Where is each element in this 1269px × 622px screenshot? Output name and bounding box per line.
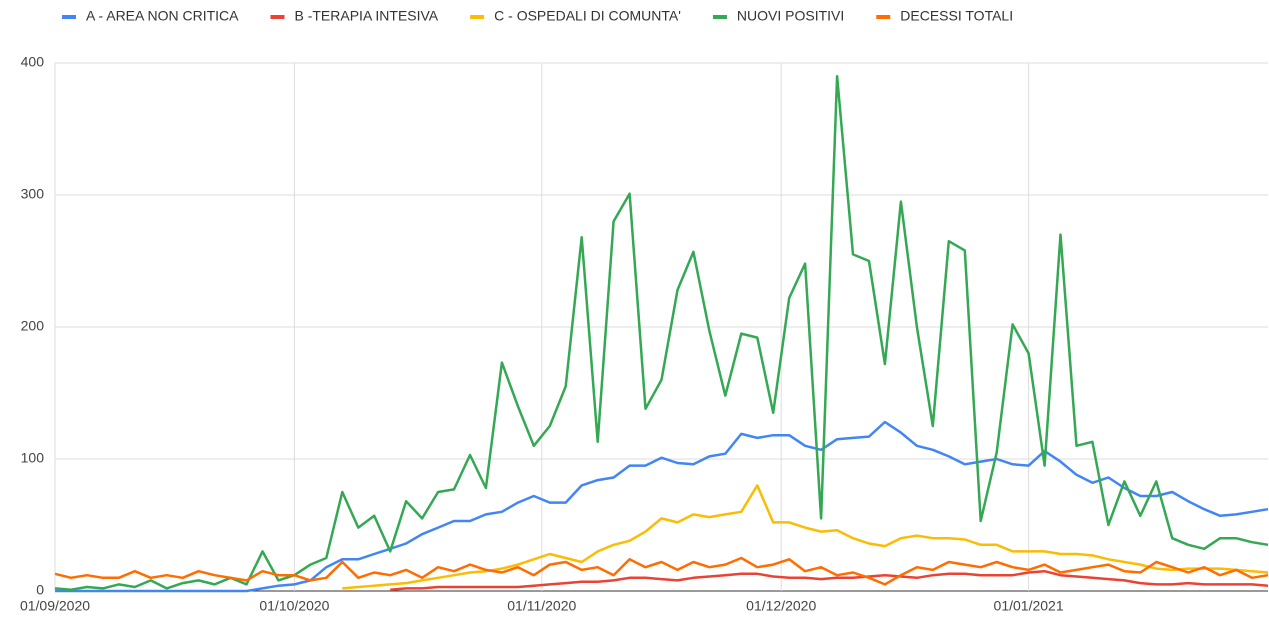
legend-label: DECESSI TOTALI — [900, 8, 1013, 24]
data-line — [390, 569, 1269, 591]
x-tick-label: 01/01/2021 — [994, 598, 1064, 614]
legend-label: A - AREA NON CRITICA — [86, 8, 239, 24]
legend-label: B -TERAPIA INTESIVA — [294, 8, 438, 24]
x-tick-label: 01/10/2020 — [259, 598, 329, 614]
legend: A - AREA NON CRITICA B -TERAPIA INTESIVA C… — [62, 8, 1013, 24]
y-tick-label: 300 — [21, 186, 45, 202]
data-line — [54, 74, 1269, 591]
data-line — [342, 484, 1269, 590]
y-tick-label: 400 — [21, 54, 45, 70]
legend-label: C - OSPEDALI DI COMUNTA' — [494, 8, 681, 24]
data-line — [54, 556, 1269, 586]
x-tick-label: 01/09/2020 — [20, 598, 90, 614]
x-tick-label: 01/11/2020 — [507, 598, 576, 614]
x-tick-label: 01/12/2020 — [746, 598, 816, 614]
data-line — [55, 420, 1269, 593]
y-tick-label: 200 — [21, 318, 45, 334]
legend-label: NUOVI POSITIVI — [737, 8, 844, 24]
y-tick-label: 0 — [36, 582, 44, 598]
y-tick-label: 100 — [21, 450, 45, 466]
